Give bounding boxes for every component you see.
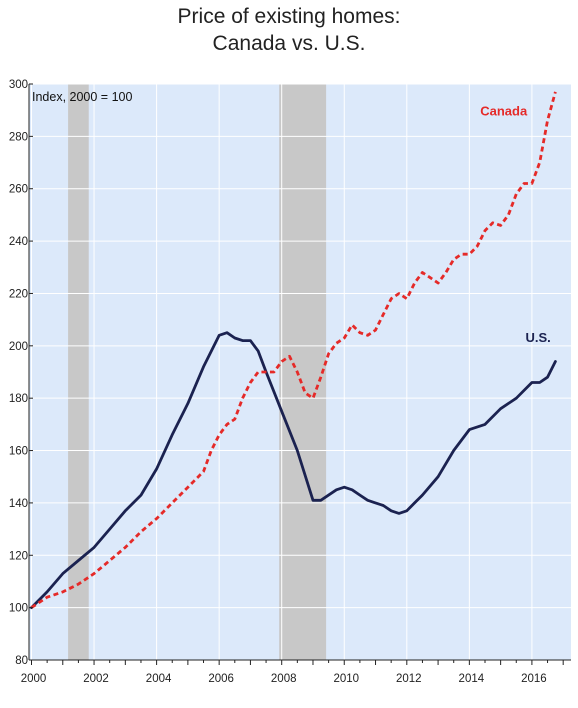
x-tick-label-2000: 2000: [21, 673, 47, 685]
x-tick-label-2004: 2004: [146, 673, 172, 685]
y-tick-label-200: 200: [9, 341, 28, 353]
x-tick-label-2002: 2002: [83, 673, 109, 685]
series-label-us: U.S.: [526, 330, 551, 345]
recession-band-1: [68, 84, 89, 660]
y-tick-label-80: 80: [15, 655, 28, 667]
x-tick-label-2008: 2008: [271, 673, 297, 685]
chart-title-line-1: Price of existing homes:: [177, 5, 401, 28]
y-tick-label-260: 260: [9, 184, 28, 196]
y-tick-label-180: 180: [9, 393, 28, 405]
y-tick-label-140: 140: [9, 498, 28, 510]
series-line-us: [30, 331, 557, 609]
series-line-canada: [30, 91, 557, 609]
x-tick-label-2016: 2016: [521, 673, 547, 685]
recession-band-2: [279, 84, 327, 660]
y-tick-label-100: 100: [9, 603, 28, 615]
y-tick-label-120: 120: [9, 550, 28, 562]
x-tick-label-2014: 2014: [459, 673, 485, 685]
x-tick-label-2010: 2010: [333, 673, 359, 685]
axes: [28, 84, 571, 661]
y-tick-label-240: 240: [9, 236, 28, 248]
recession-bands: [68, 84, 327, 660]
x-tick-label-2006: 2006: [208, 673, 234, 685]
index-annotation: Index, 2000 = 100: [32, 90, 132, 104]
tick-labels: 80 100 120 140 160 180 200 220 240 260 280 300 2000 2…: [9, 79, 564, 685]
chart-title: Price of existing homes: Canada vs. U.S.: [0, 3, 578, 57]
y-tick-label-160: 160: [9, 446, 28, 458]
x-tick-label-2012: 2012: [396, 673, 422, 685]
series-lines: [30, 91, 557, 609]
y-tick-label-280: 280: [9, 131, 28, 143]
y-tick-label-300: 300: [9, 79, 28, 91]
y-tick-label-220: 220: [9, 288, 28, 300]
chart-title-line-2: Canada vs. U.S.: [212, 32, 366, 55]
series-label-canada: Canada: [480, 103, 528, 118]
